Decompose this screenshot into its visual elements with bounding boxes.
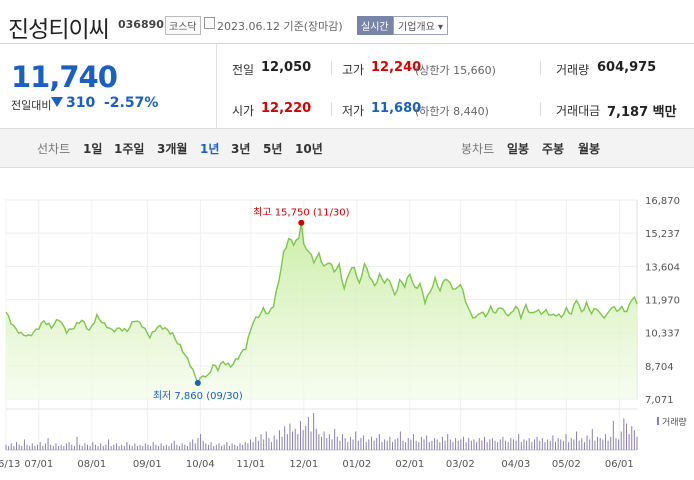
x-tick-label: 06/13: [0, 459, 20, 470]
realtime-button[interactable]: 실시간: [357, 16, 393, 35]
y-tick-label: 11,970: [645, 296, 680, 307]
period-tab-3y[interactable]: 3년: [231, 142, 251, 156]
y-tick-label: 7,071: [645, 395, 674, 406]
period-tab-1w[interactable]: 1주일: [114, 142, 145, 156]
x-tick-label: 11/01: [236, 459, 265, 470]
volume-label: 거래량: [556, 63, 590, 77]
max-point: [298, 219, 305, 226]
prev-close-value: 12,050: [261, 60, 312, 75]
y-tick-label: 10,337: [645, 329, 680, 340]
x-tick-label: 08/01: [77, 459, 106, 470]
price-line: [5, 222, 638, 385]
lower-limit: (하한가 8,440): [415, 105, 489, 118]
candle-tab-weekly[interactable]: 주봉: [542, 142, 565, 156]
divider: [540, 102, 541, 116]
x-tick-label: 02/01: [395, 459, 424, 470]
x-tick-label: 01/02: [342, 459, 371, 470]
price-change-percent: -2.57%: [104, 95, 159, 111]
low-value: 11,680: [371, 101, 422, 116]
volume-legend-label: 거래량: [662, 416, 687, 428]
x-tick-label: 10/04: [186, 459, 215, 470]
volume-legend-swatch: [657, 417, 659, 425]
candle-tab-monthly[interactable]: 월봉: [578, 142, 601, 156]
x-tick-label: 04/03: [501, 459, 530, 470]
as-of-date: 2023.06.12 기준(장마감): [217, 20, 343, 33]
x-tick-label: 07/01: [24, 459, 53, 470]
down-arrow-icon: [51, 97, 63, 107]
divider: [331, 102, 332, 116]
period-tab-1y[interactable]: 1년: [200, 142, 220, 156]
period-tab-10y[interactable]: 10년: [295, 142, 323, 156]
y-tick-label: 13,604: [645, 262, 680, 273]
candle-chart-label: 봉차트: [461, 142, 495, 156]
open-value: 12,220: [261, 101, 312, 116]
upper-limit: (상한가 15,660): [415, 64, 496, 77]
prev-close-label: 전일: [232, 63, 255, 77]
y-tick-label: 16,870: [645, 196, 680, 207]
high-value: 12,240: [371, 60, 422, 75]
price-area: [6, 222, 637, 399]
divider: [331, 61, 332, 75]
period-tab-5y[interactable]: 5년: [263, 142, 283, 156]
high-label: 고가: [342, 63, 365, 77]
max-label: 최고 15,750 (11/30): [253, 207, 349, 219]
company-info-dropdown[interactable]: 기업개요 ▾: [393, 16, 448, 35]
line-chart-label: 선차트: [37, 142, 71, 156]
x-tick-label: 03/02: [446, 459, 475, 470]
min-point: [194, 379, 201, 386]
market-badge: 코스닥: [165, 16, 201, 35]
x-tick-label: 09/01: [133, 459, 162, 470]
y-tick-label: 15,237: [645, 229, 680, 240]
min-label: 최저 7,860 (09/30): [153, 390, 243, 402]
candle-tab-daily[interactable]: 일봉: [507, 142, 530, 156]
stock-name: 진성티이씨: [8, 17, 110, 43]
calendar-icon: [204, 17, 215, 29]
current-price: 11,740: [11, 60, 118, 94]
price-change: 310: [66, 95, 96, 111]
period-tab-1d[interactable]: 1일: [83, 142, 103, 156]
x-tick-label: 05/02: [552, 459, 581, 470]
open-label: 시가: [232, 104, 255, 118]
x-tick-label: 06/01: [605, 459, 634, 470]
stock-code: 036890: [118, 18, 164, 31]
amount-value: 7,187 백만: [607, 105, 677, 120]
amount-label: 거래대금: [556, 104, 601, 118]
low-label: 저가: [342, 104, 365, 118]
divider: [216, 44, 217, 128]
volume-value: 604,975: [597, 60, 657, 75]
divider: [0, 43, 694, 44]
period-tab-3m[interactable]: 3개월: [157, 142, 188, 156]
divider: [540, 61, 541, 75]
change-label: 전일대비: [11, 99, 52, 112]
x-tick-label: 12/01: [289, 459, 318, 470]
period-toolbar: [0, 128, 694, 168]
y-tick-label: 8,704: [645, 362, 674, 373]
